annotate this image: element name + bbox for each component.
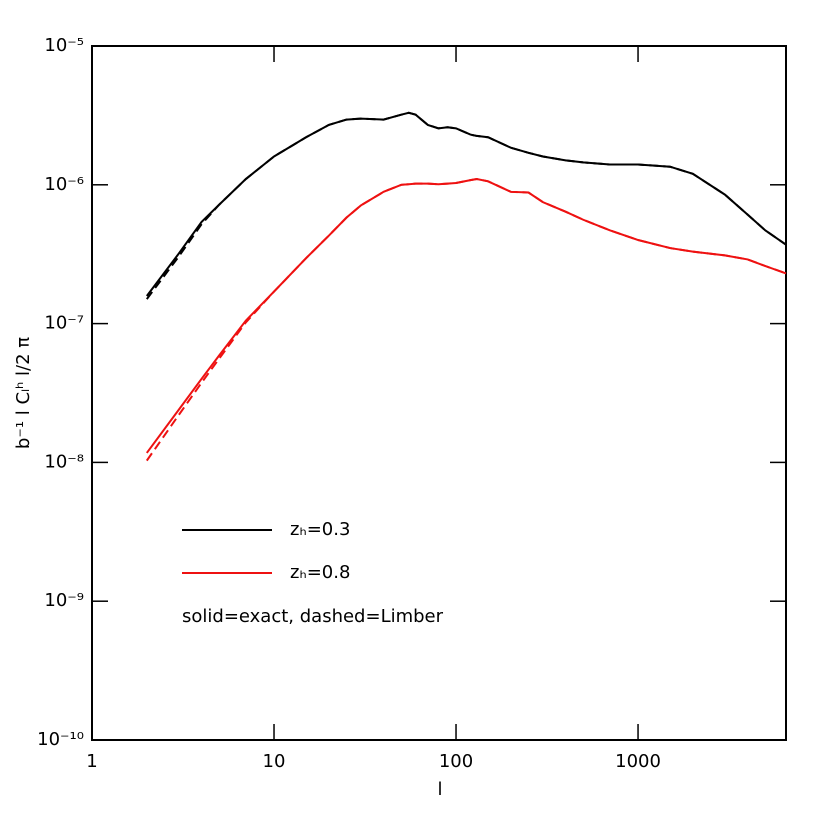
exact-line (145, 178, 787, 454)
y-tick-label: 10⁻⁶ (44, 174, 84, 195)
annotation: solid=exact, dashed=Limber (182, 606, 444, 627)
x-tick-label: 1 (86, 751, 97, 772)
y-tick-label: 10⁻¹⁰ (37, 729, 84, 750)
x-tick-label: 10 (263, 751, 286, 772)
x-tick-label: 1000 (615, 751, 661, 772)
y-tick-label: 10⁻⁹ (44, 590, 84, 611)
legend-label: zₕ=0.3 (290, 519, 350, 540)
y-tick-label: 10⁻⁸ (44, 451, 84, 472)
x-tick-label: 100 (439, 751, 473, 772)
exact-line (145, 111, 787, 297)
y-tick-label: 10⁻⁷ (44, 313, 84, 334)
x-axis-label: l (437, 779, 442, 800)
legend-label: zₕ=0.8 (290, 562, 350, 583)
limber-line (145, 111, 787, 300)
y-tick-label: 10⁻⁵ (44, 35, 84, 56)
y-axis-label: b⁻¹ l Cₗʰ l/2 π (13, 337, 34, 449)
limber-line (145, 178, 787, 462)
plot-frame (91, 45, 787, 741)
